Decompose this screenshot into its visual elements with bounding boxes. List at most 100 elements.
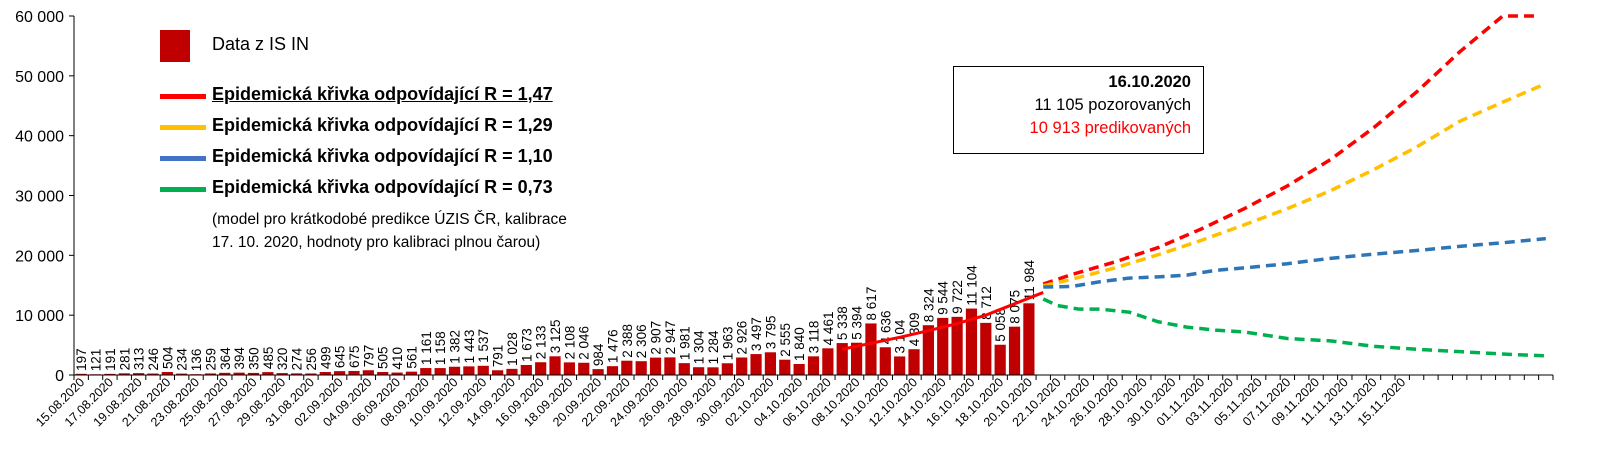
bar xyxy=(420,368,432,375)
bar xyxy=(721,363,733,375)
bar-value-label: 394 xyxy=(232,347,247,370)
bar xyxy=(1008,326,1021,375)
bar xyxy=(850,342,863,375)
bar-value-label: 1 161 xyxy=(419,331,434,365)
bar xyxy=(362,370,374,375)
bar-value-label: 4 636 xyxy=(878,310,893,344)
bar-value-label: 3 125 xyxy=(548,320,563,354)
x-axis: 15.08.202017.08.202019.08.202021.08.2020… xyxy=(33,374,1554,429)
bar xyxy=(405,371,418,375)
bar-value-label: 234 xyxy=(175,348,190,371)
bar-value-label: 2 555 xyxy=(778,323,793,357)
legend-line-label: Epidemická křivka odpovídající R = 1,10 xyxy=(212,146,553,166)
bar xyxy=(592,369,604,375)
bar-value-label: 645 xyxy=(333,346,348,369)
bar-value-label: 197 xyxy=(74,348,89,371)
series-line-solid xyxy=(841,291,1044,351)
bar-value-label: 4 309 xyxy=(907,312,922,346)
bar-value-label: 364 xyxy=(218,347,233,370)
bar-value-label: 1 304 xyxy=(692,330,707,364)
bar xyxy=(1023,303,1035,375)
bar xyxy=(305,373,317,375)
bar xyxy=(965,308,978,375)
bar xyxy=(994,344,1006,375)
bar-value-label: 1 284 xyxy=(706,330,721,364)
legend-note-line: (model pro krátkodobé predikce ÚZIS ČR, … xyxy=(212,211,567,228)
bar xyxy=(807,356,820,375)
bar xyxy=(606,366,619,375)
bar xyxy=(563,362,575,375)
bar xyxy=(204,373,217,375)
bar xyxy=(104,373,116,375)
bar-value-label: 3 118 xyxy=(807,321,822,354)
bar xyxy=(290,373,303,375)
bar-value-label: 410 xyxy=(390,347,405,370)
bar-value-label: 485 xyxy=(261,347,276,370)
bar xyxy=(922,325,934,375)
bar-value-label: 8 712 xyxy=(979,286,994,320)
bar xyxy=(75,373,87,375)
bar-value-label: 121 xyxy=(89,349,104,372)
series-line-dashed xyxy=(1042,14,1536,286)
bar xyxy=(649,357,662,375)
bar-value-label: 1 443 xyxy=(462,330,477,364)
y-axis: 0 10 000 20 000 30 000 40 000 50 000 60 000 xyxy=(15,9,75,385)
bar-value-label: 3 795 xyxy=(763,315,778,349)
bar-value-label: 2 926 xyxy=(735,321,750,355)
bar-series xyxy=(75,303,1035,375)
bar xyxy=(908,349,920,375)
bar xyxy=(463,366,475,375)
bar xyxy=(147,373,159,375)
bar-value-label: 791 xyxy=(491,345,506,368)
bar-value-label: 274 xyxy=(290,347,305,370)
series-line-dashed xyxy=(1042,82,1547,288)
legend-line-swatch xyxy=(160,94,206,99)
bar-value-label: 2 046 xyxy=(577,326,592,360)
bar-value-label: 281 xyxy=(117,348,132,371)
y-tick-label: 50 000 xyxy=(15,69,64,86)
bar xyxy=(319,372,331,375)
bar-value-label: 1 840 xyxy=(792,327,807,361)
y-tick-label: 60 000 xyxy=(15,9,64,26)
bar-value-label: 1 028 xyxy=(505,332,520,366)
bar-value-label: 2 108 xyxy=(562,326,577,360)
bar-value-label: 675 xyxy=(347,345,362,368)
bar-value-label: 5 394 xyxy=(850,305,865,339)
bar-value-label: 1 537 xyxy=(476,329,491,363)
bar xyxy=(980,322,992,375)
bar-value-label: 8 075 xyxy=(1008,290,1023,324)
bar xyxy=(793,363,805,375)
legend-line-label: Epidemická křivka odpovídající R = 1,29 xyxy=(212,115,553,135)
bar xyxy=(549,356,561,375)
bar xyxy=(219,372,231,375)
bar-value-label: 320 xyxy=(275,348,290,371)
bar xyxy=(377,371,389,375)
bar-value-label: 984 xyxy=(591,343,606,366)
bar xyxy=(951,316,963,375)
bar xyxy=(822,348,834,375)
bar-value-labels: 197 121 191 281 313 246 504 234 136 259 364 394 350 4… xyxy=(74,260,1037,372)
bar xyxy=(664,357,676,375)
bar-value-label: 8 617 xyxy=(864,287,879,321)
bar-value-label: 2 947 xyxy=(663,321,678,355)
bar-value-label: 136 xyxy=(189,349,204,372)
bar-value-label: 313 xyxy=(132,348,147,371)
y-tick-label: 40 000 xyxy=(15,129,64,146)
bar-value-label: 505 xyxy=(376,346,391,369)
bar xyxy=(678,363,690,375)
bar xyxy=(247,372,260,375)
bar-value-label: 9 544 xyxy=(936,281,951,315)
bar-value-label: 504 xyxy=(160,346,175,369)
legend-note-line: 17. 10. 2020, hodnoty pro kalibraci plno… xyxy=(212,234,541,251)
bar-value-label: 1 476 xyxy=(605,329,620,363)
bar xyxy=(391,372,403,375)
bar xyxy=(477,365,489,375)
bar xyxy=(434,368,446,375)
bar xyxy=(779,359,791,375)
series-line-dashed xyxy=(1042,297,1546,358)
bar xyxy=(535,362,547,375)
legend-line-label: Epidemická křivka odpovídající R = 1,47 xyxy=(212,84,553,104)
bar-value-label: 11 104 xyxy=(964,265,979,306)
bar-value-label: 5 058 xyxy=(993,308,1008,342)
